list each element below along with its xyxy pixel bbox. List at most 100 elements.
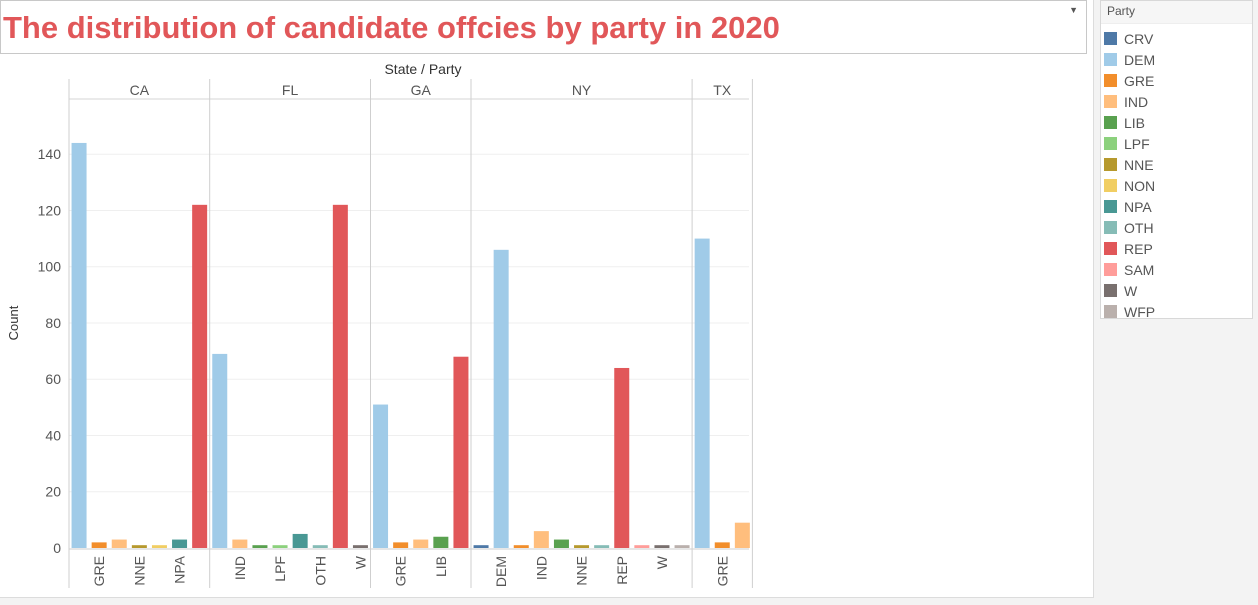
bar-ny-wfp: [674, 545, 690, 548]
legend-item-crv[interactable]: CRV: [1101, 28, 1252, 49]
legend-swatch: [1104, 284, 1117, 297]
legend-swatch: [1104, 305, 1117, 318]
bar-ny-ind: [533, 531, 549, 548]
bar-ga-lib: [433, 536, 449, 548]
dropdown-arrow-icon[interactable]: ▼: [1069, 5, 1078, 15]
x-tick-label: NPA: [172, 555, 188, 583]
state-header-fl: FL: [282, 82, 299, 98]
legend-item-lib[interactable]: LIB: [1101, 112, 1252, 133]
y-tick-label: 0: [53, 540, 61, 556]
legend-swatch: [1104, 221, 1117, 234]
legend-label: DEM: [1124, 51, 1156, 68]
state-header-tx: TX: [713, 82, 732, 98]
legend-item-npa[interactable]: NPA: [1101, 196, 1252, 217]
x-tick-label: GRE: [714, 556, 730, 586]
x-tick-label: IND: [533, 556, 549, 580]
bar-fl-ind: [232, 539, 248, 548]
bar-fl-lib: [252, 545, 268, 548]
legend-swatch: [1104, 200, 1117, 213]
bar-ca-nne: [131, 545, 147, 548]
bar-ga-dem: [373, 404, 389, 548]
legend-item-wfp[interactable]: WFP: [1101, 301, 1252, 322]
y-tick-label: 80: [45, 315, 61, 331]
bar-tx-dem: [694, 238, 710, 549]
legend-label: NON: [1124, 177, 1156, 194]
bar-ga-rep: [453, 356, 469, 548]
x-tick-label: LIB: [433, 556, 449, 577]
legend-swatch: [1104, 116, 1117, 129]
bar-ny-rep: [614, 367, 630, 548]
bar-tx-ind: [734, 522, 750, 548]
y-tick-label: 120: [38, 202, 62, 218]
bar-ny-sam: [634, 545, 650, 548]
legend-label: GRE: [1124, 72, 1155, 89]
bar-ny-dem: [493, 249, 509, 548]
legend-swatch: [1104, 179, 1117, 192]
bar-fl-dem: [212, 353, 228, 548]
bar-ca-non: [151, 545, 167, 548]
legend-swatch: [1104, 263, 1117, 276]
y-tick-label: 60: [45, 371, 61, 387]
legend-label: NNE: [1124, 156, 1154, 173]
legend-item-sam[interactable]: SAM: [1101, 259, 1252, 280]
bar-ca-ind: [111, 539, 127, 548]
bar-ga-ind: [413, 539, 429, 548]
bar-chart: State / Party Count 0 20 40 60 80 100 120 140 CA GR…: [6, 61, 753, 588]
bar-ny-w: [654, 545, 670, 548]
state-header-ca: CA: [130, 82, 150, 98]
bar-fl-rep: [332, 204, 348, 548]
state-header-ny: NY: [572, 82, 592, 98]
y-tick-label: 40: [45, 427, 61, 443]
legend-item-dem[interactable]: DEM: [1101, 49, 1252, 70]
legend-item-oth[interactable]: OTH: [1101, 217, 1252, 238]
x-tick-label: DEM: [493, 556, 509, 587]
legend-item-non[interactable]: NON: [1101, 175, 1252, 196]
top-axis-title: State / Party: [384, 61, 461, 77]
legend-item-rep[interactable]: REP: [1101, 238, 1252, 259]
legend-label: IND: [1124, 93, 1149, 110]
legend-swatch: [1104, 242, 1117, 255]
bar-ny-lib: [553, 539, 569, 548]
bar-fl-npa: [292, 533, 308, 548]
legend-item-w[interactable]: W: [1101, 280, 1252, 301]
legend-swatch: [1104, 53, 1117, 66]
legend-item-lpf[interactable]: LPF: [1101, 133, 1252, 154]
legend-item-nne[interactable]: NNE: [1101, 154, 1252, 175]
legend-swatch: [1104, 137, 1117, 150]
y-axis-label: Count: [6, 305, 21, 340]
bar-ny-nne: [574, 545, 590, 548]
legend-label: OTH: [1124, 219, 1154, 236]
bar-fl-lpf: [272, 545, 288, 548]
legend-item-gre[interactable]: GRE: [1101, 70, 1252, 91]
legend-label: CRV: [1124, 30, 1154, 47]
y-tick-label: 140: [38, 146, 62, 162]
legend-swatch: [1104, 158, 1117, 171]
legend: Party CRV DEM GRE IND LIB LPF NNE NON NPA OTH REP S…: [1100, 0, 1253, 322]
legend-label: REP: [1124, 240, 1153, 257]
bar-ny-crv: [473, 545, 489, 548]
bar-ny-gre: [513, 545, 529, 548]
chart-view: The distribution of candidate offcies by…: [0, 0, 1094, 598]
x-tick-label: REP: [614, 556, 630, 585]
legend-label: WFP: [1124, 303, 1156, 320]
legend-title: Party: [1101, 1, 1252, 24]
legend-label: W: [1124, 282, 1138, 299]
bar-ny-oth: [594, 545, 610, 548]
legend-label: LPF: [1124, 135, 1150, 152]
bar-ca-npa: [172, 539, 188, 548]
bar-ca-gre: [91, 542, 107, 548]
y-tick-label: 100: [38, 259, 62, 275]
bar-fl-w: [352, 545, 368, 548]
x-tick-label: W: [352, 555, 368, 569]
bar-fl-oth: [312, 545, 328, 548]
legend-label: SAM: [1124, 261, 1155, 278]
legend-swatch: [1104, 95, 1117, 108]
legend-label: LIB: [1124, 114, 1146, 131]
x-tick-label: W: [654, 555, 670, 569]
bar-ca-rep: [192, 204, 208, 548]
chart-title: The distribution of candidate offcies by…: [3, 10, 780, 45]
x-tick-label: OTH: [312, 556, 328, 586]
legend-item-ind[interactable]: IND: [1101, 91, 1252, 112]
bar-ga-gre: [393, 542, 409, 548]
legend-swatch: [1104, 32, 1117, 45]
